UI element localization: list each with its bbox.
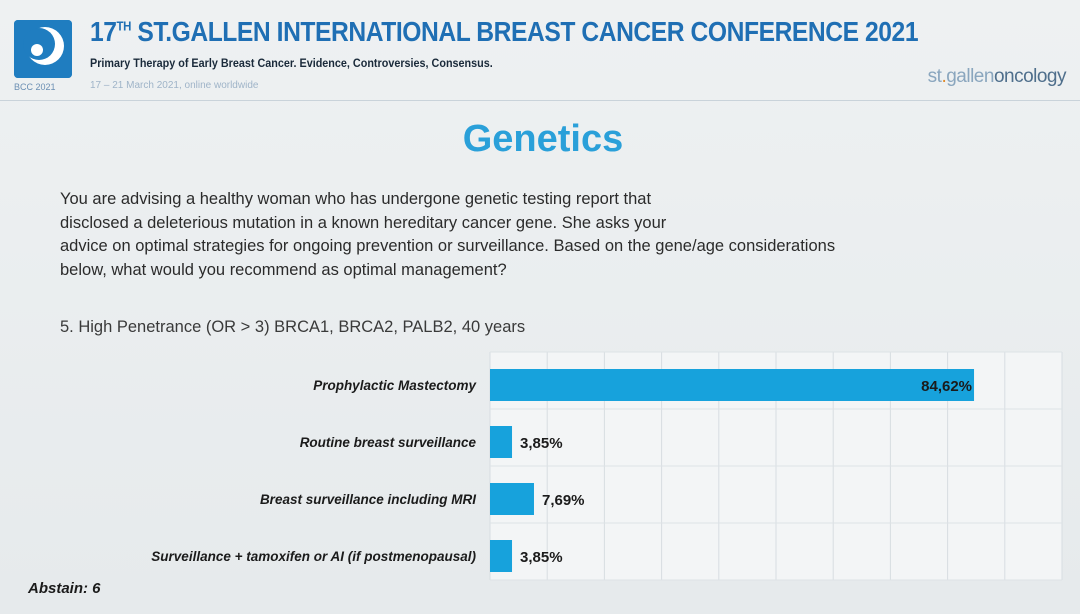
category-label: Surveillance + tamoxifen or AI (if postm…	[151, 549, 476, 564]
conference-title: 17TH ST.GALLEN INTERNATIONAL BREAST CANC…	[90, 16, 919, 47]
value-label: 7,69%	[542, 492, 585, 509]
conference-dates: 17 – 21 March 2021, online worldwide	[90, 80, 259, 91]
category-label: Routine breast surveillance	[300, 435, 477, 450]
value-label: 3,85%	[520, 549, 563, 566]
bar	[490, 426, 513, 458]
question-line: disclosed a deleterious mutation in a kn…	[60, 213, 667, 232]
category-label: Breast surveillance including MRI	[260, 492, 476, 507]
conference-logo	[14, 20, 72, 78]
bar	[490, 483, 534, 515]
category-label: Prophylactic Mastectomy	[313, 378, 477, 393]
item-label: 5. High Penetrance (OR > 3) BRCA1, BRCA2…	[60, 318, 526, 336]
bar	[490, 369, 975, 401]
value-label: 84,62%	[921, 378, 972, 395]
conference-subtitle: Primary Therapy of Early Breast Cancer. …	[90, 56, 493, 70]
question-text: You are advising a healthy woman who has…	[60, 188, 1050, 282]
brand-logo: st.gallenoncology	[927, 66, 1067, 87]
question-line: You are advising a healthy woman who has…	[60, 190, 652, 208]
logo-caption: BCC 2021	[14, 82, 56, 92]
header-divider	[0, 100, 1080, 101]
abstain-count: Abstain: 6	[28, 580, 101, 597]
slide-title: Genetics	[462, 118, 624, 160]
value-label: 3,85%	[520, 435, 563, 452]
bar	[490, 540, 513, 572]
question-line: below, what would you recommend as optim…	[60, 260, 507, 279]
question-line: advice on optimal strategies for ongoing…	[60, 237, 836, 255]
ribbon-logo-icon	[14, 20, 72, 78]
